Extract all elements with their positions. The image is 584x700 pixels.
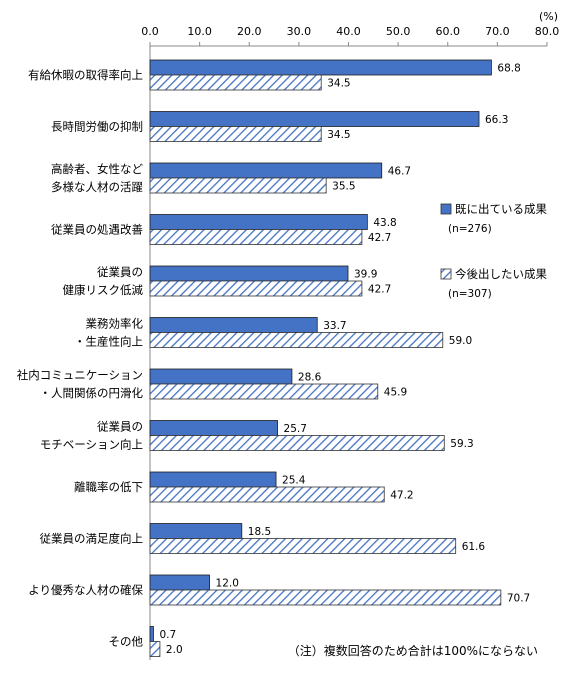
data-label: 2.0 [166,644,183,656]
data-label: 59.0 [449,335,472,347]
bar-achieved [149,574,210,591]
category-label: 従業員の処遇改善 [51,223,143,237]
bar-planned [149,74,322,91]
data-label: 34.5 [327,129,350,141]
category-label: 従業員の満足度向上 [40,532,144,546]
bar-achieved [149,317,318,333]
data-label: 59.3 [450,438,473,450]
data-label: 33.7 [323,320,346,332]
bar-achieved [149,471,277,488]
bar-planned [149,229,363,245]
bar-achieved [149,368,293,385]
category-label: 多様な人材の活躍 [51,180,143,194]
bar-achieved [149,214,368,230]
labels-group: 有給休暇の取得率向上 68.8 34.5 長時間労働の抑制 66.3 34.5 高齢者、女性… [17,63,531,657]
bar-planned [149,177,327,194]
category-label: 従業員の [97,420,143,434]
unit-label: (%) [539,10,558,23]
bar-achieved [149,265,349,282]
data-label: 68.8 [497,63,520,75]
category-label: 従業員の [97,265,143,279]
bar-planned [149,435,445,451]
data-label: 35.5 [332,181,355,193]
data-label: 42.7 [368,232,391,244]
x-tick-label: 40.0 [336,25,361,38]
legend-swatch-achieved [440,203,452,215]
legend: 既に出ている成果 (n=276) 今後出したい成果 (n=307) [440,202,547,300]
category-label: 有給休暇の取得率向上 [28,68,143,82]
bar-achieved [149,523,243,539]
data-label: 66.3 [485,114,508,126]
data-label: 25.7 [284,423,307,435]
data-label: 46.7 [388,166,411,178]
category-label: 健康リスク低減 [63,283,144,297]
category-label: ・人間関係の円滑化 [40,386,144,400]
bar-achieved [149,420,278,436]
x-tick-label: 10.0 [187,25,212,38]
x-tick-label: 30.0 [287,25,312,38]
bars-group [149,59,502,657]
bar-planned [149,126,322,142]
category-label: 高齢者、女性など [51,162,143,176]
category-label: 離職率の低下 [74,480,143,494]
data-label: 42.7 [368,284,391,296]
data-label: 47.2 [390,490,413,502]
data-label: 18.5 [248,526,271,538]
category-label: 業務効率化 [86,317,144,331]
bar-planned [149,641,161,657]
category-label: 長時間労働の抑制 [51,120,143,134]
data-label: 61.6 [462,541,486,553]
data-label: 70.7 [507,593,530,605]
bar-planned [149,280,363,297]
bar-planned [149,383,379,400]
x-tick-label: 0.0 [141,25,159,38]
data-label: 45.9 [384,387,407,399]
category-label: その他 [109,635,144,649]
legend-n-label: (n=276) [448,223,492,235]
legend-swatch-planned [440,268,452,280]
legend-label: 既に出ている成果 [455,202,547,216]
data-label: 43.8 [373,217,396,229]
category-label: より優秀な人材の確保 [28,583,143,597]
legend-n-label: (n=307) [448,288,492,300]
bar-achieved [149,626,154,642]
bar-achieved [149,162,383,179]
data-label: 39.9 [354,269,377,281]
bar-planned [149,486,385,503]
x-tick-label: 20.0 [237,25,262,38]
x-tick-label: 80.0 [535,25,560,38]
category-label: モチベーション向上 [40,438,143,452]
bar-achieved [149,59,492,76]
x-tick-label: 50.0 [386,25,411,38]
x-tick-label: 60.0 [436,25,461,38]
bar-planned [149,538,457,554]
bar-planned [149,589,502,606]
category-label: ・生産性向上 [74,335,143,349]
bar-planned [149,332,444,348]
data-label: 25.4 [282,475,306,487]
axis-group: 0.0 10.0 20.0 30.0 40.0 50.0 60.0 70.0 80.0 [141,25,559,660]
data-label: 28.6 [298,372,322,384]
x-tick-label: 70.0 [485,25,510,38]
bar-achieved [149,111,480,127]
data-label: 12.0 [216,578,239,590]
category-label: 社内コミュニケーション [17,368,143,382]
data-label: 0.7 [159,629,176,641]
data-label: 34.5 [327,78,350,90]
legend-label: 今後出したい成果 [455,267,547,281]
footnote: （注）複数回答のため合計は100%にならない [288,643,538,658]
